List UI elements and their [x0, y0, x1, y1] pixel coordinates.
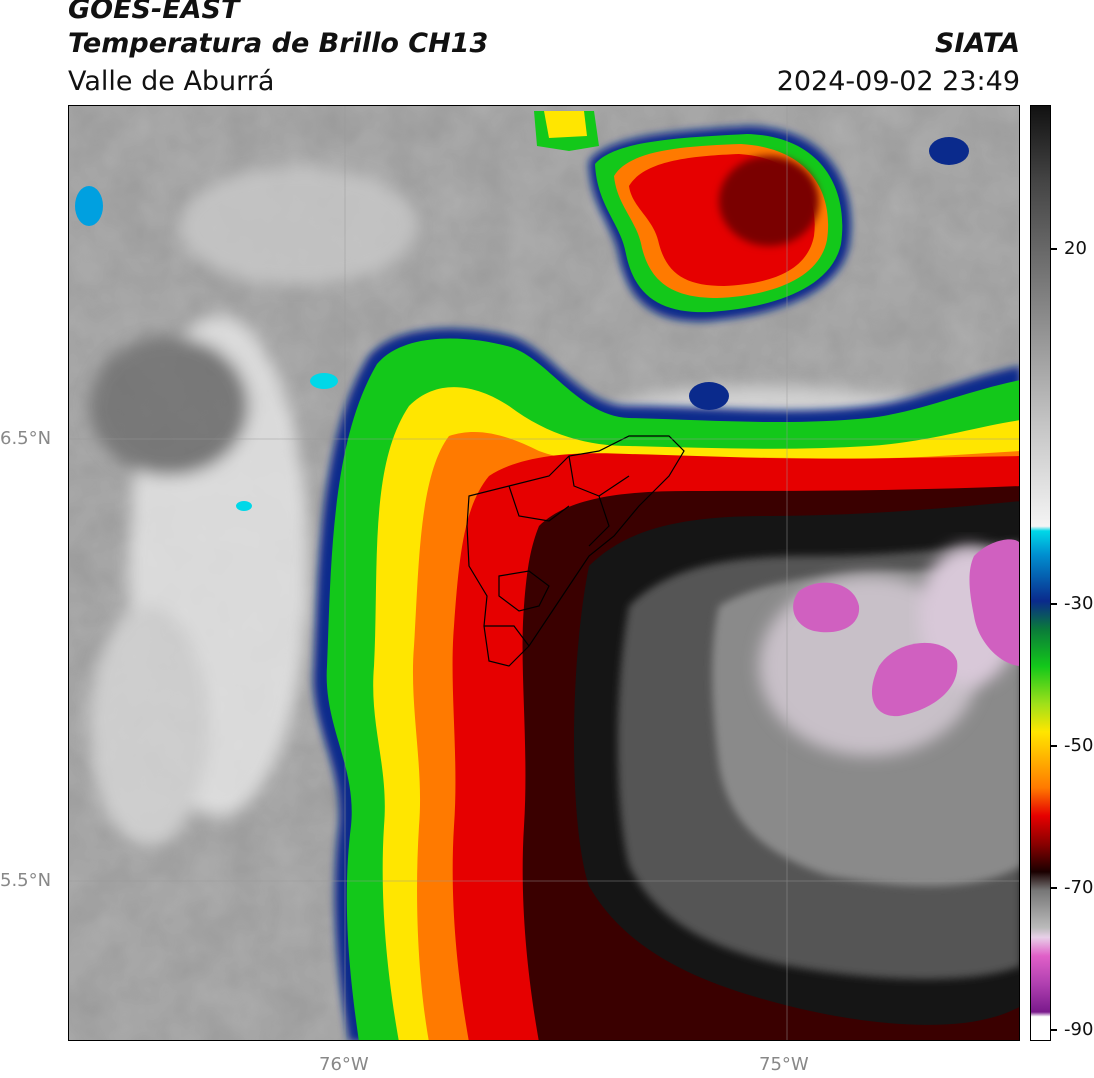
colorbar-label-20: 20 — [1064, 238, 1087, 259]
product-title: Temperatura de Brillo CH13 — [68, 28, 489, 59]
agency-label: SIATA — [934, 28, 1020, 59]
colorbar-label-minus-30: -30 — [1064, 593, 1094, 614]
lat-label-6-5n: 6.5°N — [0, 428, 52, 449]
satellite-title: GOES-EAST — [68, 0, 240, 25]
colorbar — [1030, 105, 1051, 1041]
graticule — [69, 106, 1019, 1040]
region-subtitle: Valle de Aburrá — [68, 66, 275, 97]
colorbar-tick — [1051, 603, 1057, 605]
north-storm-cell — [534, 111, 851, 322]
municipality-boundaries — [466, 435, 685, 667]
map-image — [69, 106, 1019, 1040]
lat-label-5-5n: 5.5°N — [0, 870, 52, 891]
timestamp-label: 2024-09-02 23:49 — [776, 66, 1020, 97]
colorbar-tick — [1051, 1029, 1057, 1031]
colorbar-label-minus-50: -50 — [1064, 735, 1094, 756]
lon-label-75w: 75°W — [759, 1054, 809, 1075]
lon-label-76w: 76°W — [319, 1054, 369, 1075]
colorbar-label-minus-90: -90 — [1064, 1019, 1094, 1040]
cold-cloud-patches — [75, 137, 969, 511]
colorbar-tick — [1051, 248, 1057, 250]
main-storm-system — [313, 328, 1019, 1040]
satellite-map — [68, 105, 1020, 1041]
colorbar-tick — [1051, 887, 1057, 889]
colorbar-label-minus-70: -70 — [1064, 877, 1094, 898]
colorbar-tick — [1051, 745, 1057, 747]
